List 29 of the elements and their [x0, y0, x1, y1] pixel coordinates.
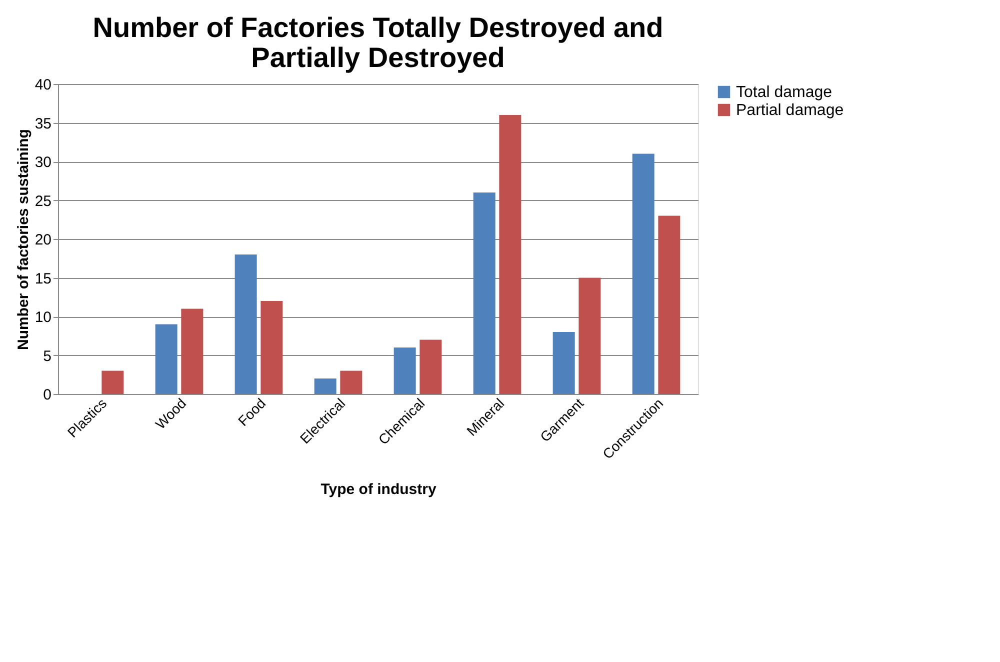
bar — [234, 254, 257, 394]
bar — [181, 308, 204, 394]
bar — [473, 192, 496, 394]
y-axis-title: Number of factories sustaining — [14, 129, 32, 350]
y-tick-label: 20 — [34, 232, 52, 248]
bar — [260, 301, 283, 394]
y-tick-label: 30 — [34, 154, 52, 171]
bar — [394, 348, 416, 394]
bar — [552, 332, 575, 394]
legend-label: Partial damage — [736, 102, 844, 119]
y-tick-label: 40 — [34, 76, 52, 94]
bar — [578, 278, 601, 394]
y-tick-label: 10 — [34, 309, 52, 326]
bar — [314, 378, 336, 394]
bar — [499, 115, 522, 394]
y-tick-label: 25 — [34, 192, 52, 210]
bar — [632, 154, 654, 394]
bar — [340, 370, 362, 394]
bar — [420, 340, 442, 394]
x-axis-title: Type of industry — [320, 480, 437, 498]
y-tick-label: 5 — [43, 348, 52, 365]
bar — [102, 370, 124, 394]
y-tick-label: 35 — [34, 115, 52, 132]
legend-label: Total damage — [736, 84, 832, 101]
bar — [658, 216, 680, 394]
y-tick-label: 15 — [34, 270, 52, 288]
chart-title: Number of Factories Totally Destroyed and Partially Destroyed — [92, 12, 664, 73]
y-tick-label: 0 — [43, 386, 52, 404]
bar — [155, 324, 178, 394]
